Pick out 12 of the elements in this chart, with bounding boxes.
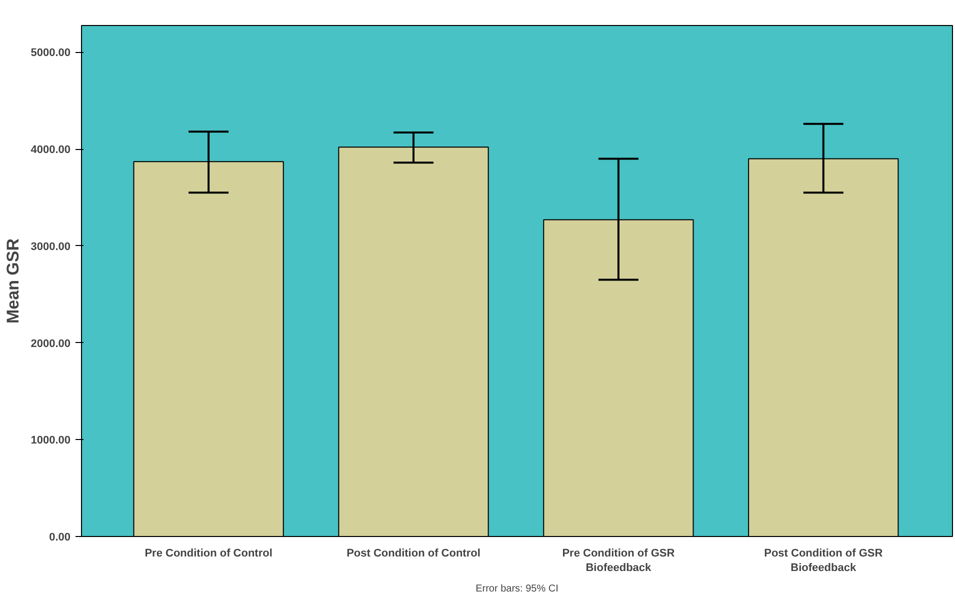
x-tick-label: Pre Condition of GSR Biofeedback <box>562 548 675 574</box>
y-axis-title: Mean GSR <box>4 238 23 324</box>
y-tick-label: 5000.00 <box>30 47 71 60</box>
y-tick-label: 2000.00 <box>30 338 71 350</box>
y-tick-label: 3000.00 <box>30 240 71 253</box>
x-tick-label: Post Condition of Control <box>346 548 480 560</box>
y-tick-label: 4000.00 <box>30 144 71 156</box>
x-tick-label: Post Condition of GSR Biofeedback <box>764 548 883 574</box>
y-tick-label: 1000.00 <box>30 434 71 447</box>
y-tick-label: 0.00 <box>49 532 71 544</box>
x-tick-label: Pre Condition of Control <box>144 548 272 560</box>
text: Error bars: 95% CI <box>476 584 558 594</box>
